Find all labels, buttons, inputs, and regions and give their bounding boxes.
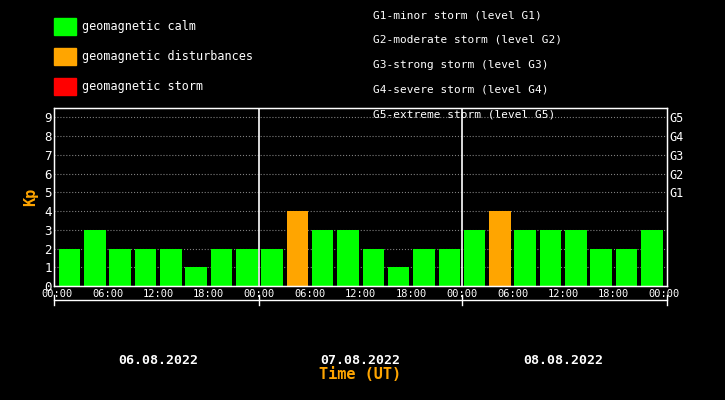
Bar (362, 248, 384, 286)
Bar (337, 230, 359, 286)
Text: G3-strong storm (level G3): G3-strong storm (level G3) (373, 60, 549, 70)
Text: 08.08.2022: 08.08.2022 (523, 354, 603, 367)
Text: geomagnetic storm: geomagnetic storm (82, 80, 203, 93)
Bar (160, 248, 181, 286)
Text: geomagnetic calm: geomagnetic calm (82, 20, 196, 33)
Text: 07.08.2022: 07.08.2022 (320, 354, 401, 367)
Bar (286, 211, 308, 286)
Bar (388, 267, 410, 286)
Bar (641, 230, 663, 286)
Bar (109, 248, 131, 286)
Bar (211, 248, 232, 286)
Bar (489, 211, 510, 286)
Bar (135, 248, 157, 286)
Y-axis label: Kp: Kp (23, 188, 38, 206)
Text: Time (UT): Time (UT) (319, 367, 402, 382)
Text: 06.08.2022: 06.08.2022 (118, 354, 198, 367)
Bar (464, 230, 485, 286)
Bar (59, 248, 80, 286)
Bar (540, 230, 561, 286)
Text: G4-severe storm (level G4): G4-severe storm (level G4) (373, 84, 549, 94)
Text: G1-minor storm (level G1): G1-minor storm (level G1) (373, 10, 542, 20)
Bar (439, 248, 460, 286)
Bar (565, 230, 587, 286)
Bar (312, 230, 334, 286)
Bar (186, 267, 207, 286)
Text: geomagnetic disturbances: geomagnetic disturbances (82, 50, 253, 63)
Bar (261, 248, 283, 286)
Bar (616, 248, 637, 286)
Bar (515, 230, 536, 286)
Bar (236, 248, 257, 286)
Bar (84, 230, 106, 286)
Bar (413, 248, 435, 286)
Text: G5-extreme storm (level G5): G5-extreme storm (level G5) (373, 109, 555, 119)
Text: G2-moderate storm (level G2): G2-moderate storm (level G2) (373, 35, 563, 45)
Bar (590, 248, 612, 286)
